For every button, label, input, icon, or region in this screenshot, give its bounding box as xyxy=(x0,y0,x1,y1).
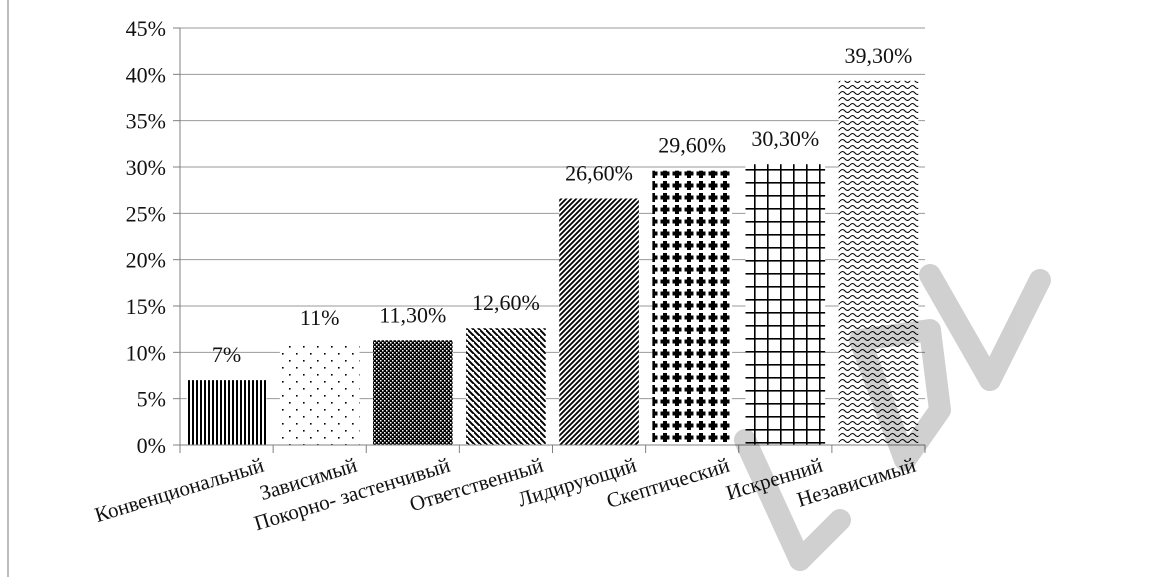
data-label: 29,60% xyxy=(658,133,726,158)
y-tick-label: 20% xyxy=(126,248,166,273)
watermark xyxy=(734,264,1051,571)
y-axis-tick-labels: 0% 5% 10% 15% 20% 25% 30% 35% 40% 45% xyxy=(126,16,166,458)
y-tick-label: 40% xyxy=(126,62,166,87)
bar xyxy=(279,343,360,445)
bar xyxy=(745,164,826,445)
data-label: 11% xyxy=(300,305,340,330)
bars xyxy=(186,80,919,445)
bar xyxy=(466,328,546,445)
bar xyxy=(838,80,919,445)
bar xyxy=(373,340,453,445)
data-label: 30,30% xyxy=(751,126,819,151)
y-tick-label: 5% xyxy=(137,387,166,412)
y-tick-label: 35% xyxy=(126,109,166,134)
y-tick-label: 15% xyxy=(126,294,166,319)
y-tick-label: 10% xyxy=(126,340,166,365)
data-label: 11,30% xyxy=(379,302,446,327)
y-tick-label: 30% xyxy=(126,155,166,180)
y-tick-label: 25% xyxy=(126,201,166,226)
bar xyxy=(559,198,639,445)
data-label: 39,30% xyxy=(845,43,913,68)
bar xyxy=(186,380,267,445)
data-label: 26,60% xyxy=(565,161,633,186)
data-labels: 7% 11% 11,30% 12,60% 26,60% 29,60% 30,30% 39,30… xyxy=(212,43,912,367)
data-label: 12,60% xyxy=(472,290,540,315)
x-tick-label: Конвенциональный xyxy=(92,453,267,527)
y-tick-label: 0% xyxy=(137,433,166,458)
axes xyxy=(179,28,925,446)
bar xyxy=(652,170,732,445)
y-tick-label: 45% xyxy=(126,16,166,41)
data-label: 7% xyxy=(212,342,241,367)
